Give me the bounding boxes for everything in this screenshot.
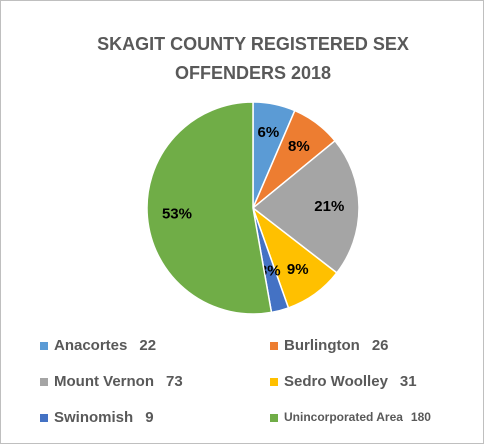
data-label: 8%: [288, 138, 310, 155]
legend-entry: Burlington 26: [284, 337, 389, 354]
legend-name: Anacortes: [54, 337, 127, 354]
data-label: 21%: [314, 198, 344, 215]
pie-slice: [146, 101, 273, 315]
legend-count: 31: [400, 373, 417, 390]
chart-title: OFFENDERS 2018: [175, 63, 331, 83]
legend-name: Unincorporated Area: [284, 410, 403, 424]
legend-name: Burlington: [284, 337, 360, 354]
legend-entry: Swinomish 9: [54, 409, 154, 426]
legend-swatch: [40, 342, 48, 350]
legend-count: 26: [372, 337, 389, 354]
pie-slice: [251, 139, 360, 274]
legend-name: Sedro Woolley: [284, 373, 389, 390]
data-label: 9%: [287, 261, 309, 278]
legend-name: Swinomish: [54, 409, 133, 426]
chart-title: SKAGIT COUNTY REGISTERED SEX: [97, 34, 409, 54]
legend-count: 9: [145, 409, 153, 426]
legend-swatch: [270, 342, 278, 350]
legend-entry: Unincorporated Area 180: [284, 410, 431, 424]
legend-count: 22: [139, 337, 156, 354]
legend-swatch: [270, 414, 278, 422]
data-label: 53%: [162, 206, 192, 223]
legend-count: 73: [166, 373, 183, 390]
data-label: 6%: [258, 124, 280, 141]
legend-swatch: [270, 378, 278, 386]
legend-swatch: [40, 378, 48, 386]
legend-entry: Mount Vernon 73: [54, 373, 183, 390]
legend-name: Mount Vernon: [54, 373, 154, 390]
legend-entry: Anacortes 22: [54, 337, 156, 354]
legend-entry: Sedro Woolley 31: [284, 373, 417, 390]
legend-swatch: [40, 414, 48, 422]
legend-count: 180: [411, 410, 431, 424]
